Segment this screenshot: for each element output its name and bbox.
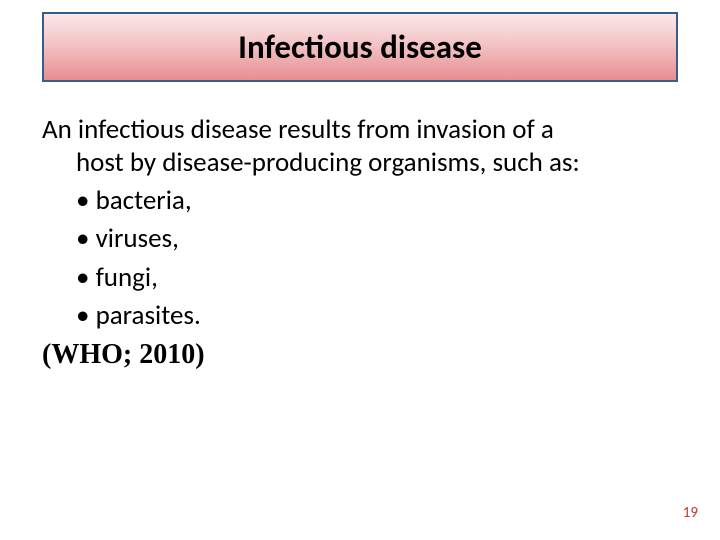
intro-text: An infectious disease results from invas… bbox=[42, 114, 682, 180]
intro-line-2: host by disease-producing organisms, suc… bbox=[42, 147, 682, 180]
title-banner: Infectious disease bbox=[42, 12, 678, 82]
list-item: parasites. bbox=[42, 297, 682, 335]
slide-title: Infectious disease bbox=[238, 27, 482, 67]
slide-body: An infectious disease results from invas… bbox=[42, 114, 682, 371]
list-item: fungi, bbox=[42, 259, 682, 297]
list-item: bacteria, bbox=[42, 182, 682, 220]
bullet-list: bacteria, viruses, fungi, parasites. bbox=[42, 182, 682, 335]
citation-text: (WHO; 2010) bbox=[42, 339, 682, 371]
page-number: 19 bbox=[683, 504, 698, 522]
list-item: viruses, bbox=[42, 220, 682, 258]
intro-line-1: An infectious disease results from invas… bbox=[42, 114, 682, 147]
